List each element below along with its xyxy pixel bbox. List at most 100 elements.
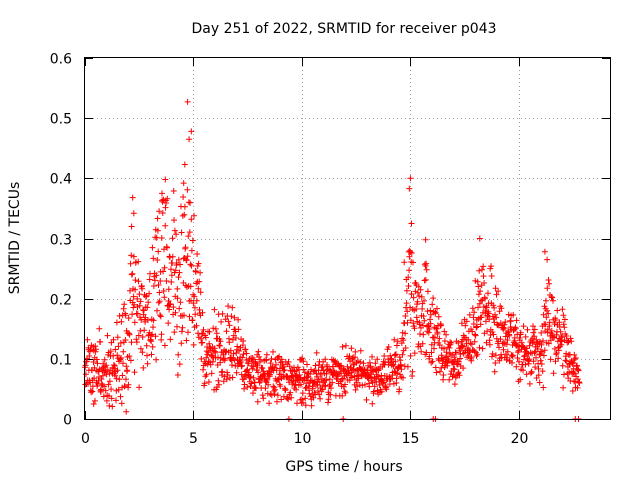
data-point [229, 374, 236, 381]
data-point [217, 359, 224, 366]
data-point [422, 236, 429, 243]
data-point [171, 329, 178, 336]
y-tick-label: 0.4 [50, 172, 72, 188]
data-point [515, 342, 522, 349]
data-point [160, 288, 167, 294]
data-point [171, 217, 177, 224]
data-point [308, 402, 315, 409]
data-point [560, 384, 567, 391]
data-point [530, 323, 536, 330]
data-point [134, 295, 141, 302]
data-point [455, 340, 462, 346]
data-point [473, 324, 480, 331]
data-point [408, 220, 415, 227]
data-point [477, 288, 484, 295]
data-point [114, 367, 121, 374]
data-point [396, 386, 403, 393]
data-point [472, 331, 478, 338]
data-point [410, 320, 417, 327]
data-point [514, 355, 521, 361]
data-point [236, 348, 242, 354]
data-point [198, 355, 205, 362]
data-point [504, 337, 511, 343]
data-point [564, 339, 571, 346]
data-point [431, 334, 438, 341]
data-point [300, 358, 307, 365]
data-point [188, 128, 195, 135]
data-point [543, 297, 549, 304]
data-point [222, 355, 228, 362]
data-point [302, 385, 309, 392]
data-point [522, 361, 529, 368]
data-point [548, 293, 555, 300]
data-point [189, 237, 196, 244]
data-point [84, 336, 91, 343]
data-point [476, 235, 483, 242]
data-point [431, 345, 437, 352]
x-tick-label: 5 [189, 431, 198, 447]
data-point [131, 301, 138, 308]
data-point [101, 383, 108, 390]
data-point [117, 393, 124, 400]
data-point [545, 340, 552, 347]
data-point [244, 384, 251, 391]
data-point [451, 354, 458, 361]
data-point [139, 349, 146, 356]
data-point [443, 331, 450, 338]
data-point [411, 325, 418, 332]
data-point [274, 392, 281, 399]
data-point [102, 387, 109, 394]
data-point [405, 274, 412, 281]
data-point [491, 304, 498, 311]
data-point [124, 367, 131, 374]
data-point [436, 357, 443, 364]
data-point [127, 260, 134, 267]
data-point [117, 340, 124, 346]
data-point [106, 378, 113, 385]
data-point [193, 322, 200, 329]
data-point [405, 283, 412, 289]
data-point [164, 244, 170, 251]
data-point [553, 351, 560, 358]
data-point [411, 350, 418, 357]
data-point [250, 390, 256, 397]
data-point [155, 248, 162, 255]
data-point [179, 324, 186, 331]
data-point [478, 297, 484, 304]
data-point [482, 318, 489, 325]
data-point [100, 393, 107, 400]
data-point [563, 350, 570, 357]
data-point [404, 319, 411, 326]
data-point [160, 268, 167, 275]
data-point [432, 309, 439, 316]
data-point [217, 338, 224, 345]
data-point [158, 336, 165, 343]
data-point [574, 384, 581, 391]
data-point [520, 367, 526, 374]
data-point [161, 342, 168, 349]
data-point [457, 351, 464, 358]
data-point [560, 312, 567, 319]
data-point [566, 369, 573, 376]
data-point [569, 388, 576, 394]
data-point [571, 356, 578, 363]
data-point [149, 244, 156, 251]
data-point [181, 312, 187, 319]
data-point [410, 259, 416, 266]
data-point [150, 255, 157, 262]
data-point [250, 356, 257, 363]
data-point [426, 326, 433, 332]
data-point [188, 216, 195, 223]
data-point [472, 332, 479, 339]
data-point [194, 251, 201, 257]
data-point [441, 338, 448, 344]
data-point [82, 371, 89, 378]
data-point [211, 306, 218, 313]
data-point [551, 321, 558, 327]
data-point [507, 318, 514, 325]
data-point [451, 381, 458, 388]
data-point [144, 317, 151, 324]
data-point [154, 215, 161, 222]
data-point [88, 389, 95, 396]
data-point [504, 348, 511, 355]
